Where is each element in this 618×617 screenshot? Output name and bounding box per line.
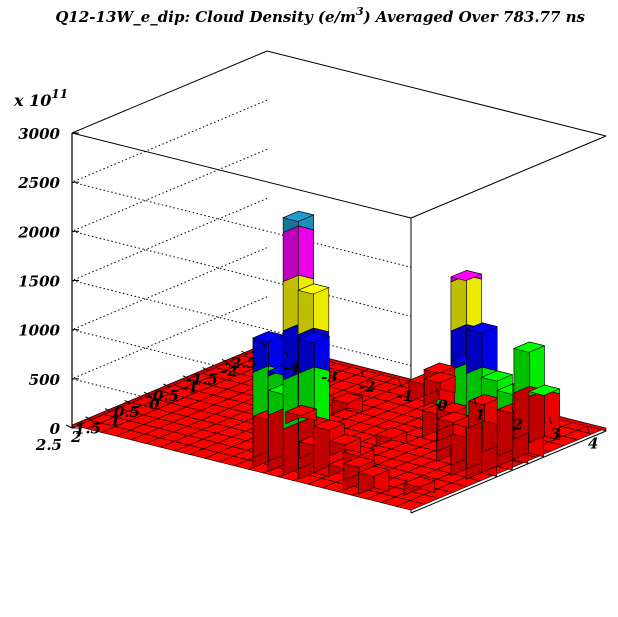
y-tick-label: 2 [70, 428, 81, 446]
y-tick-label: 1.5 [75, 420, 101, 438]
back-top-edge [71, 132, 412, 219]
z-tick-label: 3000 [18, 125, 60, 143]
y-tick [143, 391, 151, 396]
y-tick [65, 424, 73, 429]
x-tick-label: -4 [283, 359, 300, 377]
y-tick [182, 375, 190, 380]
z-tick-label: 0 [50, 420, 61, 438]
bar [357, 465, 391, 495]
z-tick-label: 1000 [18, 322, 60, 340]
top-right-edge [410, 135, 607, 219]
bar-top-face [527, 384, 561, 396]
bar [467, 394, 501, 429]
bar-top-face [297, 283, 330, 295]
x-tick [436, 388, 439, 396]
x-tick-label: 4 [588, 434, 598, 452]
x-tick [285, 350, 289, 358]
y-tick [124, 399, 131, 404]
x-tick-label: 0 [437, 397, 448, 415]
y-tick-label: -0.5 [147, 387, 179, 405]
y-tick-label: 1 [110, 411, 120, 429]
bar [423, 371, 457, 397]
x-tick-label: 3 [550, 425, 560, 443]
x-tick-label: 2 [512, 415, 523, 433]
bar [328, 433, 362, 457]
bar-side-face [528, 389, 545, 444]
bar-top-face [282, 210, 315, 222]
bar-top-face [357, 465, 391, 477]
bar-top-face [423, 362, 456, 374]
y-tick [85, 416, 92, 421]
y-tick [163, 383, 170, 388]
x-tick-label: -1 [396, 387, 413, 405]
z-axis-exponent: x 1011 [13, 87, 68, 110]
bar-top-face [403, 476, 436, 488]
bar-front-face [298, 225, 315, 280]
y-tick [260, 342, 268, 347]
bar-top-face [512, 341, 546, 353]
bar-top-face [297, 332, 331, 344]
bar-side-face [282, 225, 300, 283]
x-tick [473, 397, 477, 406]
x-tick [323, 360, 326, 368]
bar [403, 476, 436, 496]
y-tick [221, 358, 229, 363]
y-tick-label: 0.5 [114, 403, 140, 421]
bar-top-face [342, 456, 376, 468]
y-tick [241, 350, 248, 355]
bar [284, 404, 318, 425]
chart-title: Q12-13W_e_dip: Cloud Density (e/m3) Aver… [55, 5, 585, 26]
x-tick [398, 378, 402, 387]
bar-top-face [465, 322, 499, 334]
bar-side-face [282, 422, 300, 476]
z-gridline [70, 148, 412, 317]
x-tick [360, 369, 364, 377]
bar [527, 384, 561, 444]
bar-front-face [466, 274, 482, 329]
y-tick-label: -1.5 [186, 370, 218, 388]
top-front-edge [266, 50, 607, 137]
z-tick-label: 2500 [17, 174, 60, 192]
y-tick-label: 2.5 [35, 436, 62, 454]
x-tick [586, 426, 590, 434]
top-left-edge [71, 50, 268, 134]
bar [437, 411, 470, 431]
y-tick [202, 367, 209, 372]
bar-top-face [375, 427, 408, 439]
x-tick-label: -2 [359, 378, 376, 396]
bar-top-face [423, 372, 457, 384]
z-tick-label: 1500 [18, 273, 60, 291]
y-tick-label: -2 [221, 362, 238, 380]
bar-top-face [328, 434, 362, 446]
z-tick-label: 2000 [17, 223, 60, 241]
x-tick [511, 407, 515, 415]
bar-side-face [268, 408, 285, 462]
z-gridline [70, 198, 412, 366]
right-floor-edge [410, 430, 607, 514]
bar-top-face [480, 370, 514, 382]
z-tick-label: 500 [29, 371, 61, 389]
bar [331, 392, 364, 415]
y-tick-label: -2.5 [225, 354, 257, 372]
bar-top-face [331, 392, 364, 404]
x-tick-label: -3 [321, 368, 338, 386]
bar-top-face [449, 270, 483, 282]
bar [375, 427, 408, 447]
bar-top-face [312, 419, 346, 431]
y-tick-label: -1 [182, 379, 199, 397]
bar-side-face [450, 274, 467, 332]
y-tick-label: 0 [149, 395, 160, 413]
bar-top-face [284, 404, 318, 416]
x-tick-label: 1 [475, 406, 485, 424]
x-tick [549, 416, 552, 424]
y-tick [104, 408, 112, 413]
z-gridline [70, 99, 412, 268]
bar-side-face [282, 274, 300, 332]
